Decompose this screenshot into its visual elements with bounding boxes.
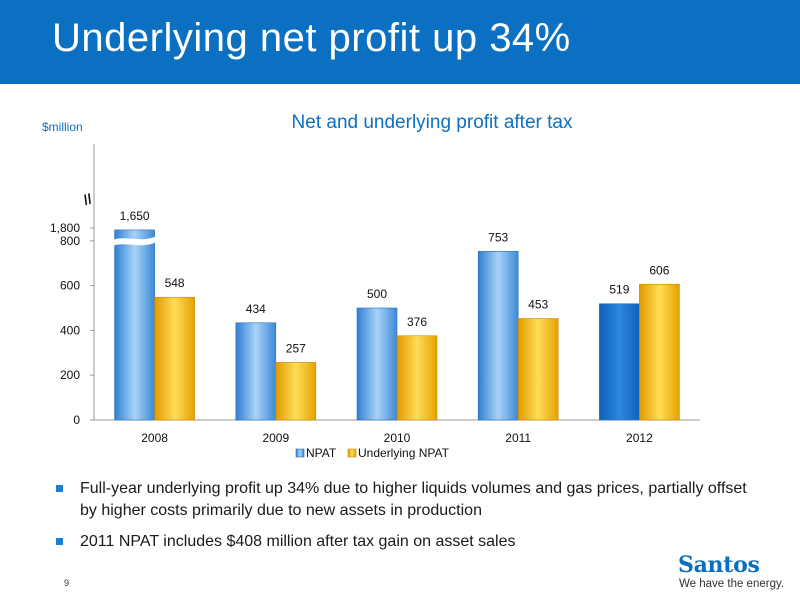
- bar-underlying-npat-2012: [639, 283, 680, 421]
- data-label: 500: [367, 287, 387, 301]
- page-number: 9: [64, 578, 70, 588]
- bar-npat-2009: [235, 322, 277, 421]
- bullet-text: 2011 NPAT includes $408 million after ta…: [80, 533, 516, 550]
- data-label: 376: [407, 315, 427, 329]
- santos-logo: Santos We have the energy.: [678, 552, 788, 592]
- data-label: 753: [488, 230, 508, 244]
- bar-npat-2011: [477, 251, 519, 421]
- y-tick-label: 1,800: [50, 221, 80, 235]
- bar-underlying-npat-2008: [154, 296, 195, 421]
- data-label: 434: [246, 302, 266, 316]
- x-tick-label-2012: 2012: [626, 431, 653, 445]
- data-label: 453: [528, 298, 548, 312]
- data-label: 257: [286, 341, 306, 355]
- bar-underlying-npat-2010: [396, 335, 438, 421]
- data-label: 606: [649, 263, 669, 277]
- data-label: 519: [609, 283, 629, 297]
- axis-break-symbol: //: [81, 190, 93, 208]
- legend-label-underlying-npat: Underlying NPAT: [358, 446, 450, 460]
- bar-npat-2012: [599, 303, 640, 421]
- x-tick-label-2011: 2011: [505, 431, 531, 445]
- bar-npat-2008: [114, 229, 155, 421]
- bullet-item: 2011 NPAT includes $408 million after ta…: [54, 531, 754, 553]
- logo-name: Santos: [678, 552, 760, 578]
- bullet-list: Full-year underlying profit up 34% due t…: [54, 478, 754, 562]
- profit-bar-chart: Net and underlying profit after tax $mill…: [42, 112, 700, 460]
- bullet-item: Full-year underlying profit up 34% due t…: [54, 478, 754, 522]
- x-tick-label-2008: 2008: [141, 431, 168, 445]
- bar-underlying-npat-2011: [517, 318, 559, 421]
- bar-underlying-npat-2009: [275, 362, 317, 421]
- slide-title: Underlying net profit up 34%: [52, 16, 571, 60]
- logo-tagline: We have the energy.: [679, 578, 785, 590]
- bullet-marker: [56, 485, 63, 492]
- y-tick-label: 800: [60, 234, 80, 248]
- x-tick-label-2010: 2010: [384, 431, 411, 445]
- y-axis-label: $million: [42, 120, 83, 134]
- x-tick-label-2009: 2009: [262, 431, 289, 445]
- bar-npat-2010: [356, 307, 398, 421]
- legend-swatch-underlying-npat: [347, 448, 357, 458]
- y-tick-label: 0: [73, 413, 80, 427]
- legend-label-npat: NPAT: [306, 446, 337, 460]
- data-label: 1,650: [120, 209, 150, 223]
- bullet-marker: [56, 538, 63, 545]
- y-tick-label: 200: [60, 368, 80, 382]
- chart-title: Net and underlying profit after tax: [292, 112, 573, 133]
- bar-break-gap: [111, 235, 158, 247]
- title-bar: Underlying net profit up 34%: [0, 0, 800, 84]
- legend-swatch-npat: [295, 448, 305, 458]
- data-label: 548: [165, 276, 185, 290]
- bullet-text: Full-year underlying profit up 34% due t…: [80, 480, 747, 519]
- y-tick-label: 400: [60, 323, 80, 337]
- y-tick-label: 600: [60, 279, 80, 293]
